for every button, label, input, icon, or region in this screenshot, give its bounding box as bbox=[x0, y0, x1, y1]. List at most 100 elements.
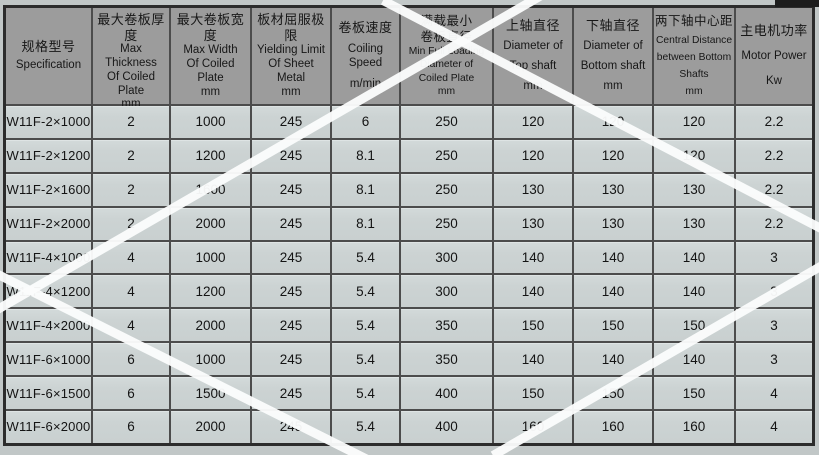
header-text: Specification bbox=[15, 59, 82, 72]
value-cell-top-shaft-diameter: 130 bbox=[494, 207, 572, 240]
header-text: Motor Power bbox=[741, 50, 807, 62]
value-cell-coiling-speed: 5.4 bbox=[332, 241, 399, 274]
value-cell-bottom-shaft-diameter: 150 bbox=[574, 377, 652, 410]
header-text: Of Coiled Plate bbox=[107, 70, 155, 97]
value-cell-bottom-shaft-diameter: 140 bbox=[574, 343, 652, 376]
value-cell-max-thickness: 6 bbox=[93, 377, 169, 410]
header-cell-central-distance: 两下轴中心距 Central Distance between Bottom Shaf… bbox=[654, 8, 734, 104]
value-cell-max-thickness: 6 bbox=[93, 411, 169, 443]
value-cell-yielding-limit: 245 bbox=[252, 106, 330, 138]
value-cell-max-width: 1000 bbox=[171, 106, 250, 138]
header-text: Coiled Plate bbox=[418, 72, 475, 84]
value-cell-motor-power: 2.2 bbox=[736, 173, 812, 206]
value-cell-coiling-speed: 5.4 bbox=[332, 343, 399, 376]
header-text: Max Width bbox=[183, 43, 238, 56]
header-cell-bottom-shaft-diameter: 下轴直径 Diameter of Bottom shaft mm bbox=[574, 8, 652, 104]
model-cell: W11F-2×2000 bbox=[6, 207, 91, 240]
photo-edge-artifact bbox=[775, 0, 819, 7]
value-cell-max-thickness: 6 bbox=[93, 343, 169, 376]
header-text: 最大卷板厚度 bbox=[97, 12, 165, 43]
value-cell-yielding-limit: 245 bbox=[252, 275, 330, 308]
value-cell-motor-power: 3 bbox=[736, 241, 812, 274]
header-text: mm bbox=[281, 85, 301, 98]
header-cell-motor-power: 主电机功率 Motor Power Kw bbox=[736, 8, 812, 104]
value-cell-coiling-speed: 6 bbox=[332, 106, 399, 138]
header-text: mm bbox=[437, 85, 456, 97]
header-text: 下轴直径 bbox=[585, 18, 640, 34]
value-cell-max-width: 1200 bbox=[171, 139, 250, 172]
value-cell-coiling-speed: 5.4 bbox=[332, 275, 399, 308]
model-cell: W11F-6×1500 bbox=[6, 377, 91, 410]
header-text: Diameter of bbox=[503, 40, 563, 52]
value-cell-top-shaft-diameter: 160 bbox=[494, 411, 572, 443]
value-cell-max-width: 2000 bbox=[171, 309, 250, 342]
value-cell-top-shaft-diameter: 140 bbox=[494, 241, 572, 274]
header-cell-specification: 规格型号 Specification bbox=[6, 8, 91, 104]
value-cell-min-full-loading-diameter: 300 bbox=[401, 241, 492, 274]
value-cell-central-distance: 130 bbox=[654, 207, 734, 240]
value-cell-central-distance: 130 bbox=[654, 173, 734, 206]
header-text: 两下轴中心距 bbox=[654, 14, 733, 28]
model-cell: W11F-2×1200 bbox=[6, 139, 91, 172]
value-cell-max-thickness: 4 bbox=[93, 309, 169, 342]
value-cell-min-full-loading-diameter: 400 bbox=[401, 411, 492, 443]
value-cell-bottom-shaft-diameter: 160 bbox=[574, 411, 652, 443]
header-cell-coiling-speed: 卷板速度 Coiling Speed m/min bbox=[332, 8, 399, 104]
value-cell-central-distance: 120 bbox=[654, 106, 734, 138]
value-cell-central-distance: 140 bbox=[654, 275, 734, 308]
value-cell-coiling-speed: 5.4 bbox=[332, 411, 399, 443]
value-cell-coiling-speed: 5.4 bbox=[332, 377, 399, 410]
header-text: Top shaft bbox=[509, 60, 557, 72]
value-cell-min-full-loading-diameter: 350 bbox=[401, 343, 492, 376]
value-cell-bottom-shaft-diameter: 140 bbox=[574, 275, 652, 308]
value-cell-coiling-speed: 8.1 bbox=[332, 139, 399, 172]
header-text: 主电机功率 bbox=[740, 23, 808, 39]
value-cell-max-width: 1200 bbox=[171, 275, 250, 308]
model-cell: W11F-4×1000 bbox=[6, 241, 91, 274]
header-text: Shafts bbox=[679, 68, 709, 80]
value-cell-bottom-shaft-diameter: 120 bbox=[574, 139, 652, 172]
value-cell-central-distance: 120 bbox=[654, 139, 734, 172]
value-cell-max-width: 1600 bbox=[171, 173, 250, 206]
value-cell-max-thickness: 4 bbox=[93, 241, 169, 274]
value-cell-motor-power: 2.2 bbox=[736, 207, 812, 240]
value-cell-motor-power: 2.2 bbox=[736, 106, 812, 138]
value-cell-yielding-limit: 245 bbox=[252, 173, 330, 206]
header-text: Bottom shaft bbox=[580, 60, 646, 72]
value-cell-min-full-loading-diameter: 250 bbox=[401, 139, 492, 172]
value-cell-top-shaft-diameter: 150 bbox=[494, 377, 572, 410]
value-cell-bottom-shaft-diameter: 130 bbox=[574, 173, 652, 206]
header-text: mm bbox=[523, 80, 543, 92]
value-cell-yielding-limit: 245 bbox=[252, 207, 330, 240]
value-cell-max-width: 2000 bbox=[171, 207, 250, 240]
header-text: 满载最小 bbox=[420, 14, 473, 28]
header-cell-max-thickness: 最大卷板厚度 Max Thickness Of Coiled Plate mm bbox=[93, 8, 169, 110]
header-cell-max-width: 最大卷板宽度 Max Width Of Coiled Plate mm bbox=[171, 8, 250, 104]
header-text: 板材屈服极限 bbox=[257, 12, 325, 43]
specification-table: 规格型号 Specification 最大卷板厚度 Max Thickness Of C… bbox=[3, 5, 815, 446]
value-cell-top-shaft-diameter: 140 bbox=[494, 343, 572, 376]
value-cell-min-full-loading-diameter: 250 bbox=[401, 173, 492, 206]
value-cell-central-distance: 150 bbox=[654, 309, 734, 342]
value-cell-motor-power: 3 bbox=[736, 343, 812, 376]
value-cell-yielding-limit: 245 bbox=[252, 377, 330, 410]
header-text: 上轴直径 bbox=[505, 18, 560, 34]
value-cell-bottom-shaft-diameter: 130 bbox=[574, 207, 652, 240]
header-text: 规格型号 bbox=[21, 38, 76, 54]
value-cell-bottom-shaft-diameter: 140 bbox=[574, 241, 652, 274]
value-cell-motor-power: 3 bbox=[736, 309, 812, 342]
value-cell-yielding-limit: 245 bbox=[252, 309, 330, 342]
header-text: mm bbox=[603, 80, 623, 92]
value-cell-top-shaft-diameter: 120 bbox=[494, 106, 572, 138]
header-text: Coiling Speed bbox=[347, 43, 384, 69]
header-text: Of Coiled Plate bbox=[186, 57, 235, 84]
value-cell-yielding-limit: 245 bbox=[252, 343, 330, 376]
header-text: Yielding Limit bbox=[257, 43, 325, 56]
header-cell-top-shaft-diameter: 上轴直径 Diameter of Top shaft mm bbox=[494, 8, 572, 104]
header-text: mm bbox=[200, 85, 221, 98]
value-cell-top-shaft-diameter: 140 bbox=[494, 275, 572, 308]
value-cell-central-distance: 140 bbox=[654, 343, 734, 376]
value-cell-central-distance: 140 bbox=[654, 241, 734, 274]
value-cell-motor-power: 3 bbox=[736, 275, 812, 308]
